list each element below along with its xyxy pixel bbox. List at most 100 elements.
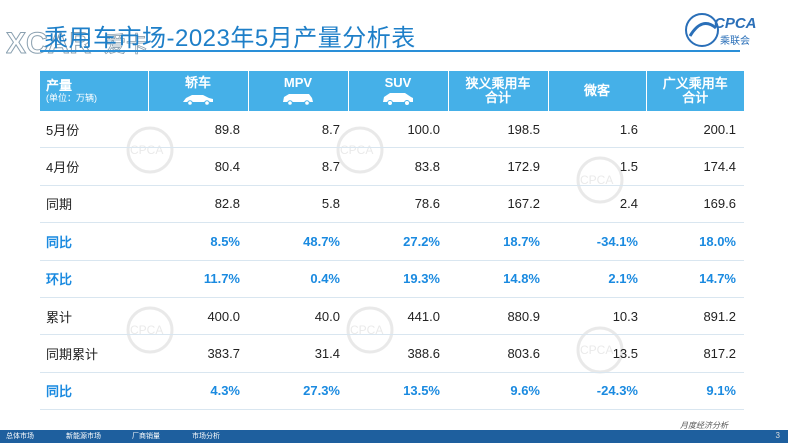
table-row: 4月份 80.4 8.7 83.8 172.9 1.5 174.4 xyxy=(40,147,744,186)
footer-tab[interactable]: 总体市场 xyxy=(6,433,34,440)
table-cell: 9.1% xyxy=(646,372,744,411)
header-minivan: 微客 xyxy=(548,71,647,111)
header-label: 产量 xyxy=(46,78,73,93)
unit-label: (单位：万辆) xyxy=(46,93,97,103)
row-label: 环比 xyxy=(40,260,148,298)
table-cell: 8.5% xyxy=(148,222,248,261)
table-cell: 172.9 xyxy=(448,147,548,186)
table-cell: 80.4 xyxy=(148,147,248,186)
table-header-row: 产量 (单位：万辆) 轿车 MPV xyxy=(40,71,744,111)
row-label: 5月份 xyxy=(40,111,148,149)
row-label: 同期累计 xyxy=(40,334,148,373)
table-row: 环比 11.7% 0.4% 19.3% 14.8% 2.1% 14.7% xyxy=(40,260,744,298)
table-row: 5月份 89.8 8.7 100.0 198.5 1.6 200.1 xyxy=(40,111,744,149)
table-cell: 48.7% xyxy=(248,222,348,261)
production-table: 产量 (单位：万辆) 轿车 MPV xyxy=(40,71,744,411)
table-cell: -24.3% xyxy=(548,372,646,411)
header-label: 狭义乘用车 xyxy=(465,76,531,91)
table-row: 同比 8.5% 48.7% 27.2% 18.7% -34.1% 18.0% xyxy=(40,222,744,261)
table-cell: 19.3% xyxy=(348,260,448,298)
table-cell: 14.7% xyxy=(646,260,744,298)
table-cell: 891.2 xyxy=(646,297,744,336)
table-cell: 78.6 xyxy=(348,185,448,224)
table-cell: 11.7% xyxy=(148,260,248,298)
table-cell: 83.8 xyxy=(348,147,448,186)
table-cell: 13.5% xyxy=(348,372,448,411)
table-cell: 5.8 xyxy=(248,185,348,224)
table-cell: 803.6 xyxy=(448,334,548,373)
header-label: 微客 xyxy=(583,83,610,98)
row-label: 4月份 xyxy=(40,147,148,186)
table-cell: 169.6 xyxy=(646,185,744,224)
header-label: 轿车 xyxy=(184,75,211,90)
table-cell: 817.2 xyxy=(646,334,744,373)
table-cell: 14.8% xyxy=(448,260,548,298)
table-cell: 27.3% xyxy=(248,372,348,411)
header-label-line2: 合计 xyxy=(484,90,511,105)
table-cell: 400.0 xyxy=(148,297,248,336)
svg-text:乘联会: 乘联会 xyxy=(720,34,750,47)
table-cell: 8.7 xyxy=(248,111,348,149)
header-label: MPV xyxy=(283,75,313,90)
header-production: 产量 (单位：万辆) xyxy=(40,71,149,111)
table-cell: 1.5 xyxy=(548,147,646,186)
table-cell: 388.6 xyxy=(348,334,448,373)
title-divider xyxy=(40,50,740,52)
table-cell: 0.4% xyxy=(248,260,348,298)
table-cell: 40.0 xyxy=(248,297,348,336)
suv-icon xyxy=(383,93,413,106)
svg-text:CPCA: CPCA xyxy=(714,15,757,32)
table-cell: 9.6% xyxy=(448,372,548,411)
table-cell: 880.9 xyxy=(448,297,548,336)
page-title: 乘用车市场-2023年5月产量分析表 xyxy=(44,25,416,52)
table-cell: 27.2% xyxy=(348,222,448,261)
row-label: 累计 xyxy=(40,297,148,336)
table-cell: 383.7 xyxy=(148,334,248,373)
table-cell: 4.3% xyxy=(148,372,248,411)
table-row: 同期累计 383.7 31.4 388.6 803.6 13.5 817.2 xyxy=(40,334,744,373)
table-cell: 18.0% xyxy=(646,222,744,261)
table-cell: 89.8 xyxy=(148,111,248,149)
row-label: 同比 xyxy=(40,222,148,261)
table-cell: 18.7% xyxy=(448,222,548,261)
footer-bar: 总体市场 新能源市场 厂商销量 市场分析 xyxy=(0,430,788,443)
row-label: 同期 xyxy=(40,185,148,224)
row-label: 同比 xyxy=(40,372,148,411)
footer-tab[interactable]: 厂商销量 xyxy=(132,433,160,440)
table-cell: 100.0 xyxy=(348,111,448,149)
table-cell: 200.1 xyxy=(646,111,744,149)
table-cell: 82.8 xyxy=(148,185,248,224)
header-suv: SUV xyxy=(348,71,449,111)
footer-tab[interactable]: 新能源市场 xyxy=(66,433,101,440)
header-narrow-total: 狭义乘用车 合计 xyxy=(448,71,549,111)
footer-caption: 月度经济分析 xyxy=(680,421,728,430)
sedan-icon xyxy=(183,95,213,106)
svg-text:爱卡: 爱卡 xyxy=(104,33,148,58)
table-cell: 198.5 xyxy=(448,111,548,149)
table-cell: 174.4 xyxy=(646,147,744,186)
table-row: 同期 82.8 5.8 78.6 167.2 2.4 169.6 xyxy=(40,185,744,224)
table-cell: 2.4 xyxy=(548,185,646,224)
cpca-logo-icon: CPCA 乘联会 xyxy=(685,13,757,47)
table-cell: 13.5 xyxy=(548,334,646,373)
table-row: 累计 400.0 40.0 441.0 880.9 10.3 891.2 xyxy=(40,297,744,336)
header-label-line2: 合计 xyxy=(682,90,709,105)
xcar-logo-icon: XCAR 爱卡 xyxy=(6,27,148,61)
mpv-icon xyxy=(283,94,313,106)
table-cell: 2.1% xyxy=(548,260,646,298)
header-sedan: 轿车 xyxy=(148,71,249,111)
header-label: SUV xyxy=(384,75,412,90)
header-label: 广义乘用车 xyxy=(662,76,728,91)
table-cell: 1.6 xyxy=(548,111,646,149)
table-cell: 441.0 xyxy=(348,297,448,336)
header-broad-total: 广义乘用车 合计 xyxy=(646,71,744,111)
table-row: 同比 4.3% 27.3% 13.5% 9.6% -24.3% 9.1% xyxy=(40,372,744,411)
table-cell: 31.4 xyxy=(248,334,348,373)
table-cell: 167.2 xyxy=(448,185,548,224)
table-cell: 10.3 xyxy=(548,297,646,336)
page-number: 3 xyxy=(775,431,780,440)
table-cell: 8.7 xyxy=(248,147,348,186)
footer-tab[interactable]: 市场分析 xyxy=(192,433,220,440)
table-cell: -34.1% xyxy=(548,222,646,261)
